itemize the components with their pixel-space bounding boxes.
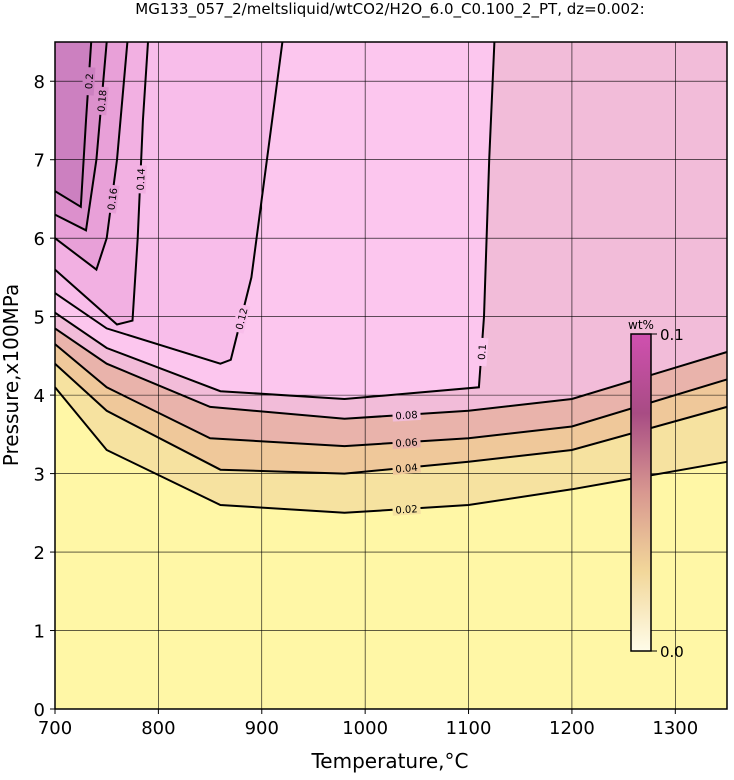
y-tick-label: 1 — [34, 622, 45, 643]
contour-line — [54, 41, 496, 401]
contour-label-bg — [231, 303, 251, 334]
colorbar-tick-label: 0.0 — [660, 643, 684, 661]
contour-label-bg — [392, 502, 421, 516]
y-tick-label: 3 — [34, 465, 45, 486]
contour-label-bg — [104, 184, 120, 214]
contour-label: 0.04 — [395, 463, 418, 476]
contour-label-bg — [133, 165, 147, 194]
contour-label-bg — [392, 460, 422, 475]
contour-label-group: 0.18 — [94, 86, 110, 116]
contour-line — [54, 41, 129, 272]
contour-label: 0.06 — [395, 438, 418, 450]
contour-label-group: 0.12 — [231, 303, 251, 334]
contour-line — [54, 386, 728, 514]
plot-frame — [54, 41, 728, 710]
contour-label: 0.2 — [84, 73, 96, 90]
contour-label-group: 0.04 — [392, 460, 422, 476]
contour-label: 0.08 — [395, 410, 418, 422]
contour-label: 0.18 — [97, 89, 110, 112]
contour-label-group: 0.02 — [392, 502, 421, 517]
x-tick-label: 1300 — [652, 718, 698, 739]
x-tick-label: 1200 — [549, 718, 595, 739]
x-tick-label: 1000 — [342, 718, 388, 739]
y-tick-label: 2 — [34, 543, 45, 564]
contour-line — [54, 362, 728, 475]
contour-label-bg — [94, 86, 109, 116]
x-tick-label: 1100 — [446, 718, 492, 739]
contour-line — [54, 343, 728, 448]
contour-label: 0.02 — [395, 504, 418, 516]
contour-label-bg — [81, 66, 96, 96]
contour-label-bg — [392, 435, 421, 450]
colorbar-label: wt% — [628, 318, 654, 332]
contour-label-group: 0.14 — [133, 165, 148, 194]
contour-label: 0.1 — [477, 344, 489, 361]
y-tick-label: 5 — [34, 308, 45, 329]
chart-title: MG133_057_2/meltsliquid/wtCO2/H2O_6.0_C0… — [135, 0, 644, 19]
contour-band — [55, 42, 92, 207]
x-tick-label: 700 — [38, 718, 72, 739]
y-tick-label: 0 — [34, 700, 45, 721]
contour-line — [54, 327, 728, 420]
x-tick-label: 900 — [245, 718, 279, 739]
contour-label-bg — [392, 407, 421, 422]
contour-line — [54, 41, 284, 365]
contour-label-bg — [474, 337, 489, 367]
y-tick-label: 7 — [34, 151, 45, 172]
contour-label: 0.14 — [136, 168, 148, 191]
contour-label: 0.16 — [106, 187, 120, 211]
y-tick-label: 6 — [34, 229, 45, 250]
y-tick-label: 8 — [34, 72, 45, 93]
contour-label-group: 0.16 — [104, 184, 120, 214]
contour-label-group: 0.06 — [392, 435, 421, 450]
x-tick-label: 800 — [141, 718, 175, 739]
contour-line — [54, 41, 149, 326]
contour-label-group: 0.2 — [81, 66, 96, 96]
contour-label: 0.12 — [235, 307, 251, 331]
contour-label-group: 0.1 — [474, 337, 489, 367]
y-tick-label: 4 — [34, 386, 45, 407]
colorbar-tick-label: 0.1 — [660, 326, 684, 344]
colorbar — [630, 333, 652, 652]
x-axis-label: Temperature,°C — [310, 749, 468, 773]
contour-label-group: 0.08 — [392, 407, 421, 422]
y-axis-label: Pressure,x100MPa — [0, 284, 23, 466]
